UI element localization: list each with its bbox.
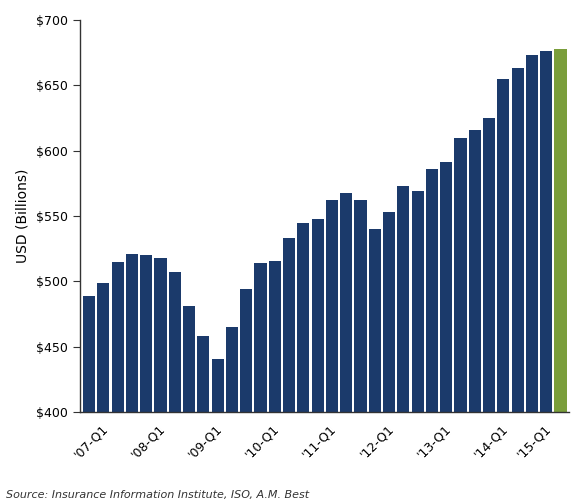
Bar [169, 272, 181, 501]
Bar [211, 359, 224, 501]
Bar [269, 261, 281, 501]
Bar [112, 262, 124, 501]
Bar [468, 130, 481, 501]
Bar [426, 169, 438, 501]
Bar [440, 162, 452, 501]
Bar [226, 327, 238, 501]
Bar [97, 283, 109, 501]
Bar [512, 68, 524, 501]
Bar [140, 256, 152, 501]
Text: Source: Insurance Information Institute, ISO, A.M. Best: Source: Insurance Information Institute,… [6, 490, 309, 500]
Bar [483, 118, 495, 501]
Bar [154, 258, 166, 501]
Bar [83, 296, 95, 501]
Bar [526, 55, 538, 501]
Bar [454, 138, 467, 501]
Bar [412, 191, 423, 501]
Bar [197, 336, 210, 501]
Bar [240, 289, 252, 501]
Y-axis label: USD (Billions): USD (Billions) [15, 169, 29, 263]
Bar [369, 229, 381, 501]
Bar [255, 263, 266, 501]
Bar [340, 192, 352, 501]
Bar [283, 238, 295, 501]
Bar [126, 254, 138, 501]
Bar [311, 219, 324, 501]
Bar [554, 49, 566, 501]
Bar [397, 186, 409, 501]
Bar [297, 222, 310, 501]
Bar [183, 306, 195, 501]
Bar [383, 212, 395, 501]
Bar [326, 200, 338, 501]
Bar [497, 79, 509, 501]
Bar [354, 200, 367, 501]
Bar [540, 52, 552, 501]
